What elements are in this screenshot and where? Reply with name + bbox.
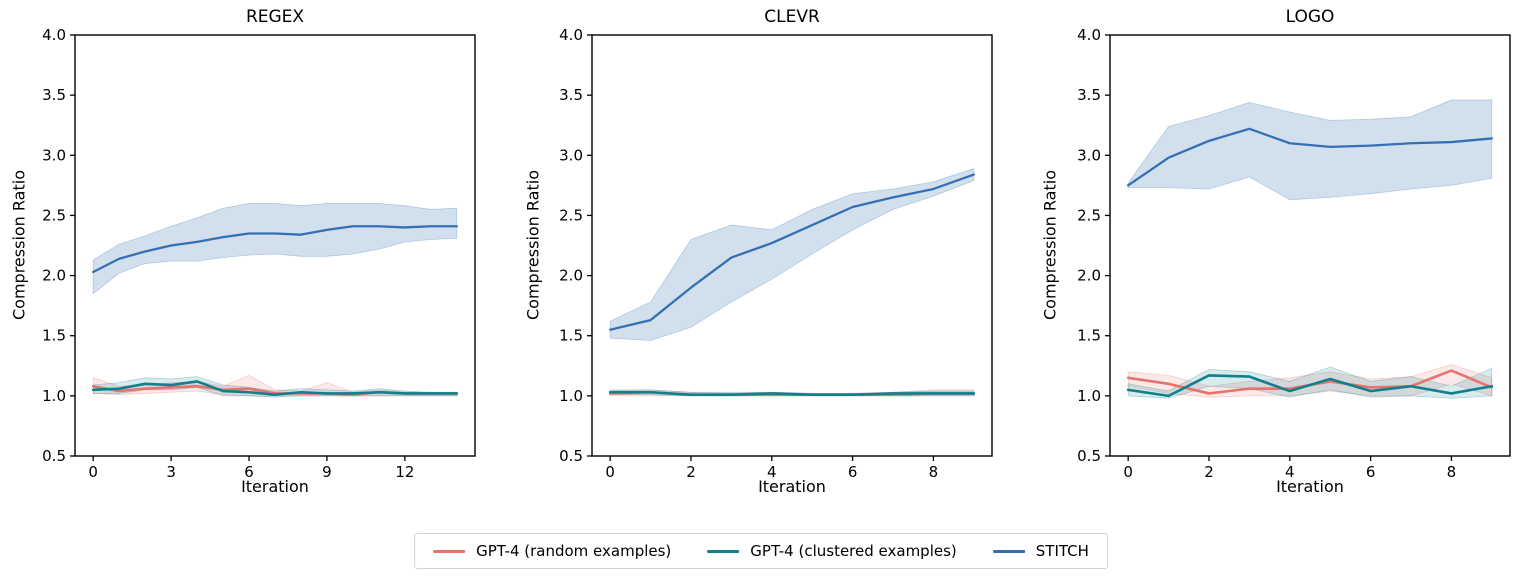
x-tick-label: 0 [88,463,98,481]
y-tick-label: 1.5 [1077,327,1101,345]
y-tick-label: 2.5 [42,206,66,224]
y-tick-label: 4.0 [559,26,583,44]
y-tick-label: 2.5 [559,206,583,224]
x-tick-label: 2 [1204,463,1214,481]
plot-area-clevr: 0 2 4 6 8 0.5 1.0 1.5 2.0 2.5 3.0 3.5 4.0 [559,26,993,481]
x-tick-label: 0 [1123,463,1133,481]
x-tick-label: 0 [605,463,615,481]
y-tick-label: 2.0 [1077,267,1101,285]
legend-label: STITCH [1035,542,1089,560]
x-axis-label: Iteration [241,477,309,496]
subplot-title: CLEVR [764,7,820,27]
legend-item-gpt4-random: GPT-4 (random examples) [433,542,671,560]
y-tick-label: 3.0 [1077,146,1101,164]
x-axis-label: Iteration [758,477,826,496]
x-tick-label: 8 [1447,463,1457,481]
y-tick-label: 0.5 [559,447,583,465]
y-tick-label: 0.5 [42,447,66,465]
legend-line-swatch-blue [992,549,1025,553]
y-tick-label: 4.0 [1077,26,1101,44]
subplot-clevr: 0 2 4 6 8 0.5 1.0 1.5 2.0 2.5 3.0 3.5 4.0 CLEVR Comp… [507,0,1014,520]
subplot-logo: 0 2 4 6 8 0.5 1.0 1.5 2.0 2.5 3.0 3.5 4.0 LOGO Compr… [1014,0,1522,520]
x-tick-label: 3 [166,463,176,481]
y-tick-label: 2.0 [42,267,66,285]
legend-item-stitch: STITCH [992,542,1089,560]
x-tick-label: 9 [322,463,332,481]
x-tick-label: 12 [395,463,414,481]
y-tick-label: 2.5 [1077,206,1101,224]
legend-line-swatch-teal [707,549,740,553]
y-axis-label: Compression Ratio [523,170,543,320]
logo-line [1126,374,1494,398]
y-tick-label: 3.0 [42,146,66,164]
legend-label: GPT-4 (clustered examples) [750,542,957,560]
regex-band [92,202,458,295]
y-tick-label: 3.5 [559,86,583,104]
y-tick-label: 0.5 [1077,447,1101,465]
y-tick-label: 1.5 [559,327,583,345]
x-tick-label: 4 [767,463,777,481]
plot-area-logo: 0 2 4 6 8 0.5 1.0 1.5 2.0 2.5 3.0 3.5 4.0 [1077,26,1511,481]
logo-line [1127,127,1493,187]
subplot-regex: 0 3 6 9 12 0.5 1.0 1.5 2.0 2.5 3.0 3.5 4.0 REGEX Com… [0,0,507,520]
y-tick-label: 1.0 [42,387,66,405]
x-tick-label: 6 [848,463,858,481]
regex-line [91,380,459,396]
regex-band [92,374,458,397]
clevr-line [609,173,975,331]
y-tick-label: 4.0 [42,26,66,44]
y-tick-label: 3.5 [1077,86,1101,104]
axes-spines [1109,34,1511,457]
plot-area-regex: 0 3 6 9 12 0.5 1.0 1.5 2.0 2.5 3.0 3.5 4.0 [42,26,476,481]
y-tick-label: 1.0 [1077,387,1101,405]
clevr-band [609,167,975,341]
x-tick-label: 4 [1285,463,1295,481]
x-tick-label: 6 [1366,463,1376,481]
y-tick-label: 3.0 [559,146,583,164]
x-axis-label: Iteration [1276,477,1344,496]
y-tick-label: 2.0 [559,267,583,285]
subplot-title: REGEX [245,7,305,27]
y-tick-label: 1.0 [559,387,583,405]
logo-band [1127,99,1493,201]
axes-spines [591,34,993,457]
subplot-title: LOGO [1285,7,1335,27]
y-axis-label: Compression Ratio [1040,170,1060,320]
y-tick-label: 3.5 [42,86,66,104]
clevr-line [608,390,976,396]
x-tick-label: 2 [686,463,696,481]
x-tick-label: 6 [244,463,254,481]
legend: GPT-4 (random examples) GPT-4 (clustered… [414,533,1108,569]
x-tick-label: 8 [929,463,939,481]
legend-line-swatch-red [433,549,466,553]
legend-item-gpt4-clustered: GPT-4 (clustered examples) [707,542,957,560]
legend-label: GPT-4 (random examples) [476,542,672,560]
axes-spines [74,34,476,457]
regex-line [92,225,458,274]
y-axis-label: Compression Ratio [9,170,29,320]
y-tick-label: 1.5 [42,327,66,345]
